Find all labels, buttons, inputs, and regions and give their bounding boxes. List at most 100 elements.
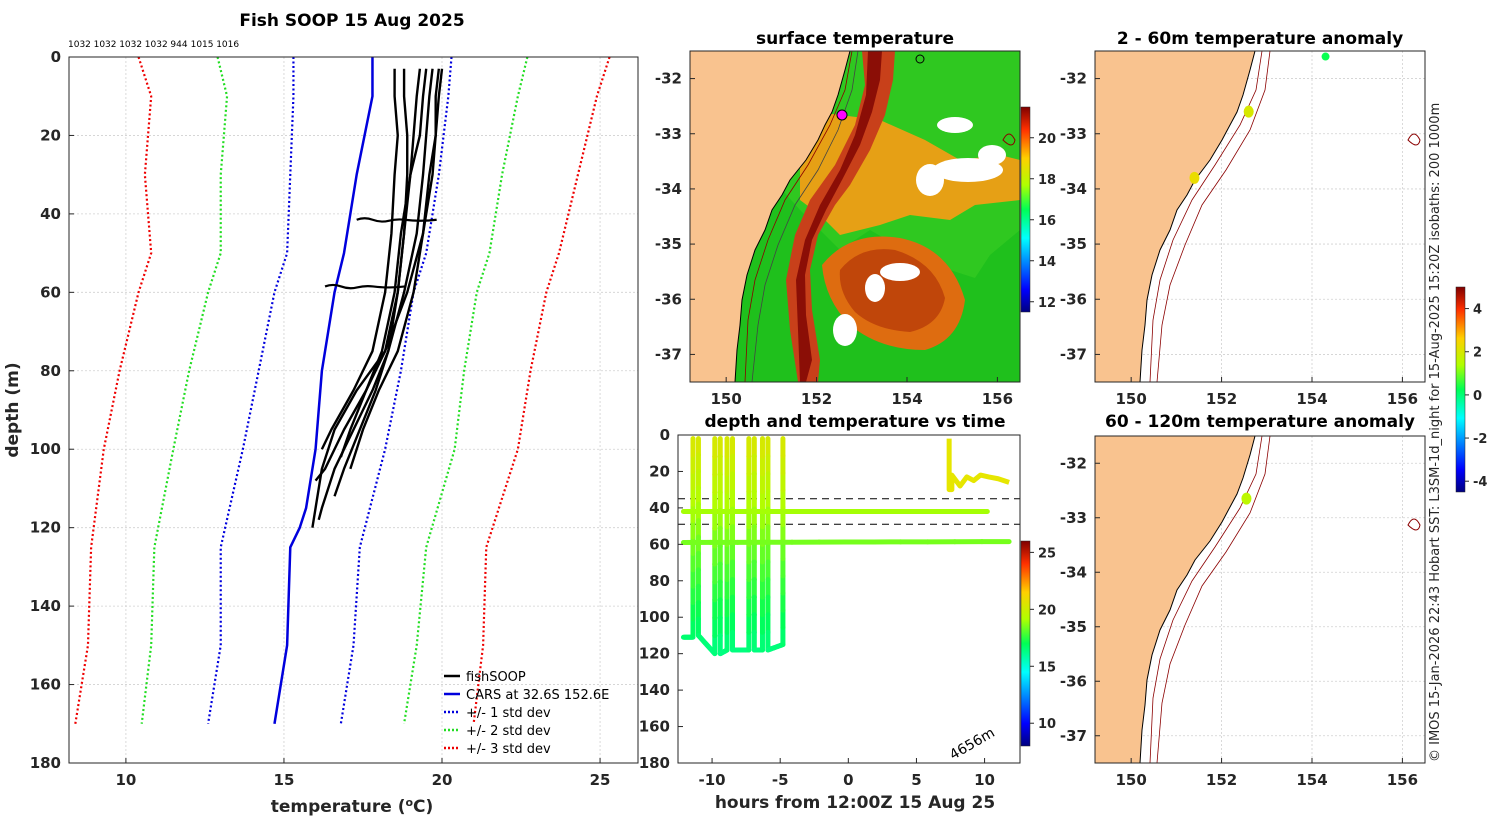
surface-isobath-200	[744, 51, 853, 382]
depthtime-panel: depth and temperature vs time -10 -5 0 5 100…	[639, 412, 1056, 813]
anomaly1-land	[1095, 51, 1256, 382]
profile-fishsoop-cast	[349, 68, 444, 470]
profile-fishsoop-cast	[314, 68, 409, 482]
profile-top-labels: 1032 1032 1032 1032 944 1015 1016	[68, 40, 239, 50]
depthtime-colorbar	[1020, 540, 1031, 747]
profile-std-line--2	[140, 56, 229, 724]
map-ytick-label: -37	[1060, 345, 1087, 363]
colorbar-tick-label: 10	[1038, 717, 1056, 732]
surface-map	[690, 51, 1020, 382]
profile-ytick-label: 100	[30, 440, 61, 458]
depthtime-xtick-label: 0	[843, 771, 853, 789]
map-ytick-label: -33	[1060, 509, 1087, 527]
colorbar-tick-label: 18	[1038, 173, 1056, 188]
profile-xtick-label: 20	[432, 771, 453, 789]
surface-ticks: 150 152 154 156 -32 -33 -34 -35 -36 -37	[655, 70, 1013, 408]
surface-land	[690, 51, 851, 382]
anomaly2-map	[1095, 436, 1425, 763]
map-xtick-label: 150	[711, 390, 742, 408]
map-xtick-label: 156	[982, 390, 1013, 408]
anomaly1-map	[1095, 51, 1425, 382]
colorbar-tick-label: 2	[1473, 346, 1482, 361]
surface-isobath-1000	[751, 51, 859, 382]
depthtime-dashed-lines	[678, 498, 1020, 525]
anomaly2-ticks: 150 152 154 156 -32 -33 -34 -35 -36 -37	[1060, 454, 1418, 789]
colorbar-tick-label: 16	[1038, 214, 1056, 229]
depthtime-colorbar-ticks: 10 15 20 25	[1030, 546, 1056, 732]
profile-frame	[68, 56, 639, 764]
depthtime-track	[680, 436, 1012, 657]
depthtime-ytick-label: 120	[639, 645, 670, 663]
map-ytick-label: -36	[1060, 290, 1087, 308]
surface-colorbar	[1020, 106, 1031, 313]
colorbar-tick-label: -2	[1473, 432, 1487, 447]
profile-std-lines	[74, 56, 611, 724]
profile-grid	[69, 56, 638, 764]
profile-fishsoop-lines	[311, 68, 444, 528]
depthtime-xtick-label: 5	[911, 771, 921, 789]
colorbar-tick-label: 25	[1038, 546, 1056, 561]
legend-entry: CARS at 32.6S 152.6E	[466, 688, 609, 703]
profile-xtick-label: 10	[115, 771, 136, 789]
depthtime-ytick-label: 80	[649, 572, 670, 590]
profile-top-label: 1032	[145, 40, 168, 50]
anomaly2-points	[1241, 492, 1252, 505]
anomaly2-land	[1095, 436, 1256, 763]
anomaly-colorbar-ticks: -4 -2 0 2 4	[1465, 303, 1487, 490]
profile-cars-line	[273, 57, 374, 724]
legend-entry: fishSOOP	[466, 670, 526, 685]
anomaly1-ticks: 150 152 154 156 -32 -33 -34 -35 -36 -37	[1060, 70, 1418, 408]
profile-ytick-label: 160	[30, 676, 61, 694]
map-xtick-label: 150	[1116, 390, 1147, 408]
profile-xtick-label: 15	[274, 771, 295, 789]
anomaly2-isobath-1000	[1156, 436, 1271, 763]
surface-ship-marker	[915, 54, 925, 64]
profile-fishsoop-cast	[320, 68, 399, 450]
depthtime-annotation: 4656m	[947, 725, 998, 763]
map-xtick-label: 152	[801, 390, 832, 408]
profile-ytick-label: 0	[51, 48, 61, 66]
anomaly1-points	[1189, 52, 1330, 184]
anomaly-colorbar	[1455, 286, 1466, 493]
map-ytick-label: -33	[655, 125, 682, 143]
profile-ytick-label: 40	[40, 205, 61, 223]
profile-std-line--1	[207, 57, 295, 724]
imos-side-note: © IMOS 15-Jan-2026 22:43 Hobart SST: L3S…	[1428, 103, 1443, 762]
depthtime-xtick-label: -10	[699, 771, 726, 789]
depthtime-frame	[677, 434, 1021, 764]
surface-title: surface temperature	[756, 29, 954, 49]
anomaly1-frame	[1094, 50, 1426, 383]
depthtime-surface-track	[946, 438, 1010, 493]
map-xtick-label: 152	[1206, 390, 1237, 408]
map-xtick-label: 154	[1296, 771, 1327, 789]
profile-legend: fishSOOP CARS at 32.6S 152.6E +/- 1 std de…	[444, 670, 609, 757]
map-ytick-label: -34	[1060, 563, 1087, 581]
anomaly2-panel: 60 - 120m temperature anomaly 150 152 154 1…	[1060, 412, 1426, 789]
map-xtick-label: 156	[1387, 390, 1418, 408]
surface-station-marker	[836, 109, 848, 121]
profile-std-line-+3	[472, 56, 611, 724]
map-ytick-label: -35	[655, 235, 682, 253]
map-ytick-label: -35	[1060, 618, 1087, 636]
depthtime-xtick-label: 10	[974, 771, 995, 789]
depthtime-ytick-label: 160	[639, 718, 670, 736]
map-ytick-label: -35	[1060, 235, 1087, 253]
colorbar-tick-label: 20	[1038, 132, 1056, 147]
map-ytick-label: -37	[1060, 727, 1087, 745]
anomaly1-isobath-200	[1149, 51, 1263, 382]
map-ytick-label: -33	[1060, 125, 1087, 143]
surface-seamount	[1002, 133, 1016, 146]
legend-entry: +/- 2 std dev	[466, 724, 551, 739]
map-ytick-label: -34	[655, 180, 682, 198]
surface-frame	[689, 50, 1021, 383]
colorbar-tick-label: 14	[1038, 255, 1056, 270]
profile-ytick-label: 20	[40, 126, 61, 144]
depthtime-ytick-label: 180	[639, 754, 670, 772]
map-xtick-label: 150	[1116, 771, 1147, 789]
surface-panel: surface temperature	[655, 29, 1056, 408]
profile-ytick-label: 180	[30, 754, 61, 772]
map-xtick-label: 154	[1296, 390, 1327, 408]
surface-cloud-gaps	[833, 117, 1006, 346]
depthtime-ytick-label: 140	[639, 681, 670, 699]
